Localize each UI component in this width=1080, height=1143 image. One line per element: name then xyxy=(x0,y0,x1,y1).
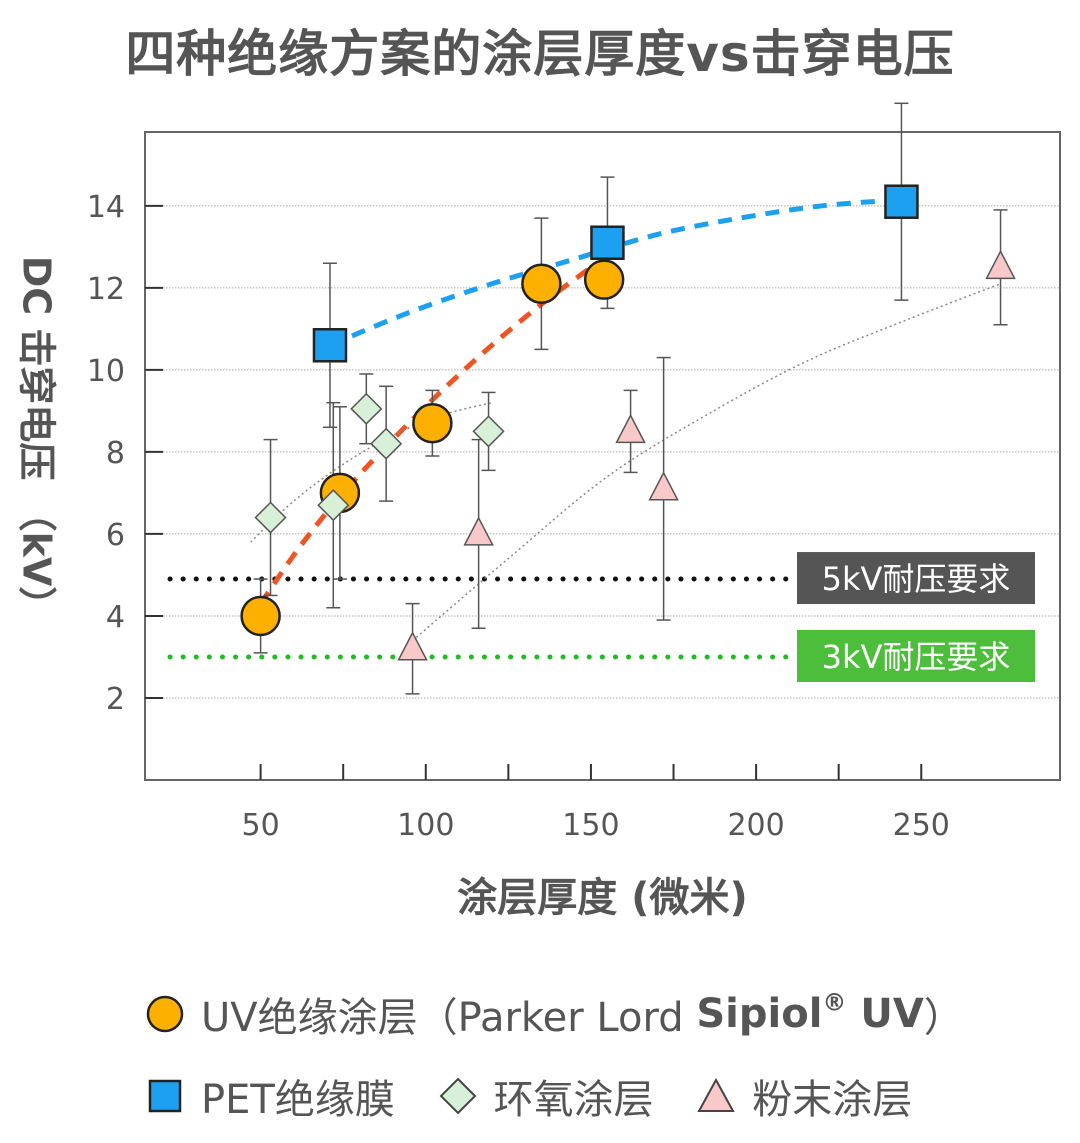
y-tick-label: 12 xyxy=(87,272,125,307)
data-point-circle xyxy=(583,259,625,300)
data-point-triangle xyxy=(463,516,494,546)
legend-row-2: PET绝缘膜 环氧涂层 粉末涂层 xyxy=(145,1067,942,1125)
legend-epoxy-label: 环氧涂层 xyxy=(493,1077,654,1123)
legend-uv-paren-close: ） xyxy=(923,995,964,1041)
legend-item-pet: PET绝缘膜 xyxy=(145,1067,395,1125)
data-point-diamond xyxy=(350,392,383,425)
legend-row-1: UV绝缘涂层（Parker Lord Sipiol® UV） xyxy=(145,985,994,1043)
legend-item-epoxy: 环氧涂层 xyxy=(438,1067,654,1125)
legend-item-powder: 粉末涂层 xyxy=(696,1067,912,1125)
y-tick-label: 2 xyxy=(106,682,125,717)
data-point-circle xyxy=(412,402,453,444)
x-tick-label: 50 xyxy=(242,808,280,843)
legend-square-marker xyxy=(148,1079,182,1113)
y-tick-label: 8 xyxy=(106,436,125,471)
data-point-triangle xyxy=(615,413,646,444)
legend-uv-suffix: UV xyxy=(846,991,924,1037)
legend-powder-label: 粉末涂层 xyxy=(752,1077,913,1123)
data-point-circle xyxy=(521,263,562,304)
data-point-triangle xyxy=(397,631,428,661)
legend-circle-marker xyxy=(146,995,184,1033)
legend-uv-brand: Sipiol xyxy=(696,991,823,1037)
reference-label-box xyxy=(797,552,1035,605)
legend-uv-label: UV绝缘涂层 xyxy=(201,995,418,1041)
y-tick-label: 14 xyxy=(87,190,125,225)
y-axis-label: DC 击穿电压 （kV） xyxy=(14,255,59,625)
y-tick-label: 6 xyxy=(106,518,125,553)
trend-line xyxy=(412,283,1001,642)
data-point-triangle xyxy=(985,249,1016,280)
chart-plot: 2 4 6 8 10 12 14 50 100 150 200 250 5kV耐压要求 3kV耐压要求 xyxy=(87,102,1061,843)
x-tick-label: 100 xyxy=(397,808,454,843)
legend-pet-label: PET绝缘膜 xyxy=(201,1077,395,1123)
data-point-circle xyxy=(240,595,281,637)
chart-title: 四种绝缘方案的涂层厚度vs击穿电压 xyxy=(125,25,955,83)
legend-uv-reg: ® xyxy=(822,988,847,1017)
x-tick-label: 150 xyxy=(562,808,619,843)
y-tick-label: 4 xyxy=(106,600,125,635)
data-point-diamond xyxy=(254,501,287,534)
reference-label-box xyxy=(797,629,1035,682)
data-point-square xyxy=(884,184,919,219)
data-point-square xyxy=(590,225,625,260)
y-tick-label: 10 xyxy=(87,354,125,389)
reference-label: 5kV耐压要求 xyxy=(822,560,1011,598)
data-point-diamond xyxy=(317,489,350,522)
data-point-triangle xyxy=(648,471,679,501)
reference-label: 3kV耐压要求 xyxy=(822,638,1011,676)
x-tick-label: 200 xyxy=(727,808,784,843)
x-tick-label: 250 xyxy=(893,808,950,843)
legend-item-uv: UV绝缘涂层（Parker Lord Sipiol® UV） xyxy=(145,985,964,1043)
x-axis-label: 涂层厚度 (微米) xyxy=(457,875,748,921)
legend-uv-paren-open: （Parker Lord xyxy=(417,995,697,1041)
legend-diamond-marker xyxy=(439,1077,476,1115)
data-point-diamond xyxy=(370,427,403,460)
data-point-diamond xyxy=(472,415,505,448)
data-point-square xyxy=(312,328,348,363)
legend-triangle-marker xyxy=(697,1077,735,1112)
